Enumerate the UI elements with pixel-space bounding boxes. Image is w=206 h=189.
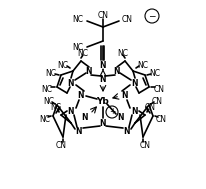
Text: NC: NC (73, 43, 83, 51)
Text: NC: NC (41, 84, 53, 94)
Text: CN: CN (122, 15, 132, 23)
Text: N: N (100, 74, 106, 84)
Text: N: N (68, 106, 74, 115)
Text: NC: NC (77, 49, 89, 57)
Text: NC: NC (117, 49, 129, 57)
Text: N: N (132, 106, 138, 115)
Text: N: N (86, 67, 92, 75)
Text: Yb: Yb (97, 97, 109, 105)
Text: CN: CN (151, 97, 163, 105)
Text: N: N (76, 126, 82, 136)
Text: CN: CN (55, 140, 67, 149)
Text: N: N (78, 91, 84, 101)
Text: NC: NC (50, 102, 62, 112)
Text: N: N (114, 67, 120, 75)
Text: CN: CN (97, 11, 109, 19)
Text: N: N (100, 119, 106, 128)
Text: N: N (118, 114, 124, 122)
Text: NC: NC (46, 68, 56, 77)
Text: N: N (124, 126, 130, 136)
Text: CN: CN (153, 84, 165, 94)
Text: NC: NC (57, 60, 69, 70)
Text: N: N (122, 91, 128, 101)
Text: NC: NC (150, 68, 160, 77)
Text: N: N (68, 78, 74, 88)
Text: NC: NC (40, 115, 50, 123)
Text: CN: CN (156, 115, 166, 123)
Text: N: N (132, 78, 138, 88)
Text: −: − (148, 12, 156, 20)
Text: N: N (100, 60, 106, 70)
Text: NC: NC (43, 97, 55, 105)
Text: CN: CN (139, 140, 151, 149)
Text: CN: CN (144, 102, 156, 112)
Text: N: N (82, 114, 88, 122)
Text: NC: NC (73, 15, 83, 23)
Text: NC: NC (137, 60, 149, 70)
Text: +: + (109, 108, 115, 116)
